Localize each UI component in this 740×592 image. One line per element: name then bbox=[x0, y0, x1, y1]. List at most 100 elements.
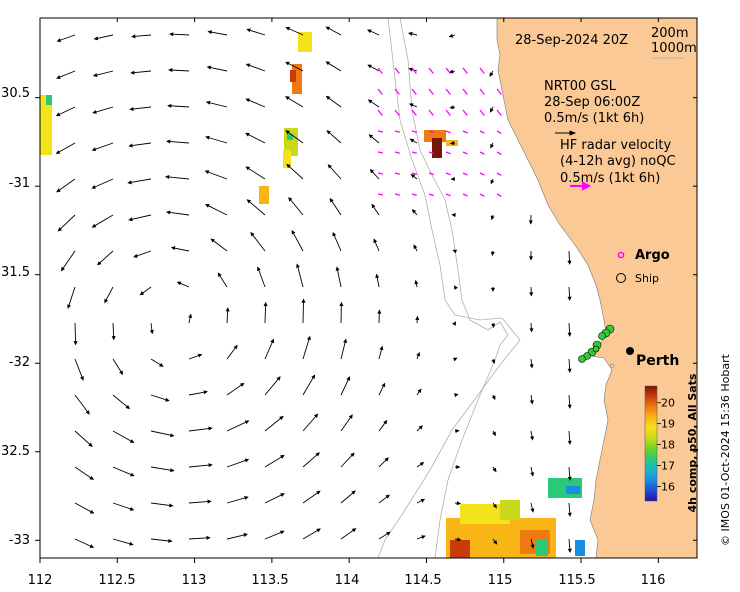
y-tick-label: -33 bbox=[9, 533, 30, 548]
model-arrow-head bbox=[244, 420, 250, 425]
x-tick-label: 112.5 bbox=[98, 573, 135, 588]
model-arrow-head bbox=[168, 538, 173, 543]
model-arrow-head bbox=[417, 388, 422, 394]
model-arrow bbox=[167, 140, 190, 144]
model-arrow-head bbox=[448, 33, 454, 38]
model-arrow bbox=[226, 383, 244, 396]
model-arrow-head bbox=[197, 353, 203, 358]
model-arrow bbox=[206, 136, 228, 144]
model-arrow-head bbox=[56, 188, 61, 193]
perth-label: Perth bbox=[636, 353, 679, 369]
model-arrow-head bbox=[104, 298, 109, 304]
model-arrow-head bbox=[165, 397, 170, 402]
model-arrow-head bbox=[351, 528, 357, 533]
model-arrow-head bbox=[419, 462, 425, 467]
model-arrow bbox=[286, 164, 304, 180]
model-arrow-head bbox=[176, 281, 182, 286]
model-arrow-head bbox=[130, 70, 135, 75]
model-arrow bbox=[56, 178, 76, 193]
model-arrow bbox=[332, 232, 342, 252]
model-arrow-head bbox=[332, 231, 337, 237]
hf-radar-arrow bbox=[394, 193, 401, 196]
model-arrow-head bbox=[170, 468, 175, 473]
model-arrow bbox=[93, 106, 114, 114]
y-axis-labels: 30.5 -31 31.5 -32 32.5 -33 bbox=[1, 86, 30, 548]
model-arrow bbox=[296, 264, 304, 288]
model-arrow-head bbox=[329, 197, 334, 203]
model-arrow bbox=[205, 204, 228, 216]
model-arrow bbox=[74, 502, 94, 514]
model-arrow-head bbox=[490, 143, 494, 149]
model-arrow-head bbox=[57, 227, 63, 232]
model-arrow-head bbox=[383, 419, 388, 425]
model-arrow bbox=[129, 142, 152, 147]
model-arrow-head bbox=[491, 359, 496, 364]
model-arrow-head bbox=[203, 390, 209, 395]
colorbar bbox=[644, 385, 658, 502]
model-arrow-head bbox=[127, 180, 132, 185]
model-arrow-head bbox=[73, 341, 78, 346]
model-arrow bbox=[302, 375, 315, 396]
hf-radar-arrow bbox=[377, 109, 383, 116]
hf-radar-arrow bbox=[496, 109, 502, 116]
x-tick-label: 113.5 bbox=[251, 573, 288, 588]
model-arrow-head bbox=[450, 176, 455, 182]
hf-radar-arrow bbox=[428, 172, 434, 176]
hf-radar-avg-label: (4-12h avg) noQC bbox=[560, 154, 676, 169]
model-arrow bbox=[58, 214, 76, 232]
model-arrow-head bbox=[91, 223, 97, 228]
model-arrow-head bbox=[529, 328, 534, 333]
model-arrow-head bbox=[567, 368, 572, 373]
model-arrow-head bbox=[208, 426, 213, 431]
hf-radar-arrow bbox=[496, 130, 502, 134]
x-tick-label: 115.5 bbox=[558, 573, 595, 588]
model-arrow bbox=[340, 452, 355, 468]
model-arrow-head bbox=[567, 404, 572, 409]
model-arrow-head bbox=[491, 323, 496, 328]
model-arrow bbox=[302, 452, 320, 468]
hf-radar-arrow bbox=[394, 109, 400, 116]
hf-radar-arrow bbox=[462, 193, 468, 197]
model-arrow bbox=[170, 33, 190, 36]
model-arrow-head bbox=[133, 253, 138, 258]
hf-radar-title-label: HF radar velocity bbox=[560, 138, 672, 153]
model-arrow-head bbox=[492, 467, 497, 473]
model-arrow bbox=[150, 466, 174, 472]
hf-radar-arrow bbox=[445, 88, 451, 95]
ship-marker-icon bbox=[616, 273, 626, 283]
model-arrow-head bbox=[327, 164, 332, 169]
model-arrow-head bbox=[245, 166, 250, 171]
hf-radar-arrow bbox=[411, 88, 417, 95]
model-arrow-head bbox=[316, 528, 321, 533]
model-arrow-head bbox=[448, 69, 454, 74]
model-arrow bbox=[128, 178, 152, 184]
model-arrow-head bbox=[111, 336, 116, 341]
model-arrow bbox=[150, 502, 173, 507]
model-time-label: 28-Sep 06:00Z bbox=[544, 95, 640, 110]
model-arrow-head bbox=[245, 132, 250, 137]
model-arrow bbox=[93, 70, 114, 77]
hf-scale-arrow-icon bbox=[570, 181, 592, 191]
model-arrow-head bbox=[131, 34, 136, 39]
model-arrow-head bbox=[368, 134, 374, 139]
sst-pixel bbox=[460, 504, 510, 524]
x-tick-label: 116 bbox=[641, 573, 666, 588]
model-arrow-head bbox=[346, 376, 350, 381]
model-arrow-head bbox=[529, 256, 534, 261]
model-arrow-head bbox=[367, 29, 372, 34]
model-arrow-head bbox=[279, 415, 284, 421]
model-arrow-head bbox=[205, 204, 210, 208]
model-arrow-head bbox=[325, 26, 331, 31]
model-arrow bbox=[328, 164, 342, 180]
hf-radar-arrow bbox=[411, 109, 417, 116]
model-arrow bbox=[92, 214, 114, 228]
model-arrow bbox=[226, 459, 249, 468]
x-tick-label: 112 bbox=[28, 573, 53, 588]
model-arrow bbox=[74, 322, 77, 345]
model-arrow bbox=[302, 528, 321, 540]
model-arrow-head bbox=[206, 65, 212, 70]
model-arrow-head bbox=[96, 261, 102, 266]
hf-radar-arrow bbox=[445, 130, 451, 134]
hf-radar-arrow bbox=[496, 151, 502, 155]
isobath-200m bbox=[399, 18, 509, 558]
